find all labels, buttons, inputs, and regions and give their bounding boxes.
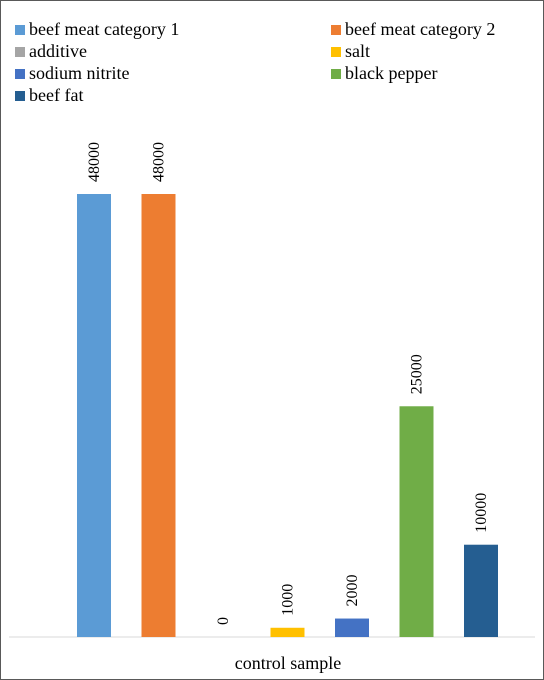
legend-item-additive: additive (15, 41, 87, 61)
legend-item-sodium-nitrite: sodium nitrite (15, 63, 130, 83)
legend-label-salt: salt (345, 41, 370, 61)
legend-item-beef-meat-category-2: beef meat category 2 (331, 19, 495, 39)
legend-item-salt: salt (331, 41, 370, 61)
bar-black-pepper (399, 406, 434, 637)
category-label: control sample (235, 653, 341, 673)
legend-label-beef-meat-category-2: beef meat category 2 (345, 19, 496, 39)
bar-beef-meat-category-1 (77, 194, 111, 637)
data-label-salt: 1000 (280, 584, 297, 616)
legend-label-beef-fat: beef fat (29, 85, 84, 105)
legend-label-beef-meat-category-1: beef meat category 1 (29, 19, 180, 39)
legend-label-additive: additive (29, 41, 87, 61)
legend-label-black-pepper: black pepper (345, 63, 438, 83)
bar-beef-fat (464, 544, 498, 637)
data-label-beef-meat-category-1: 48000 (86, 142, 103, 182)
legend-item-beef-fat: beef fat (15, 85, 83, 105)
data-label-black-pepper: 25000 (409, 354, 426, 394)
legend-swatch-black-pepper (331, 69, 341, 79)
legend-swatch-salt (331, 47, 341, 57)
bar-salt (270, 627, 305, 637)
data-label-sodium-nitrite: 2000 (344, 575, 361, 607)
bar-beef-meat-category-2 (141, 194, 176, 637)
legend-item-beef-meat-category-1: beef meat category 1 (15, 19, 179, 39)
data-label-additive: 0 (215, 617, 232, 625)
legend-swatch-beef-fat (15, 91, 25, 101)
bar-sodium-nitrite (335, 618, 369, 637)
data-label-beef-fat: 10000 (473, 493, 490, 533)
legend-label-sodium-nitrite: sodium nitrite (29, 63, 130, 83)
legend-swatch-sodium-nitrite (15, 69, 25, 79)
legend-swatch-additive (15, 47, 25, 57)
legend-swatch-beef-meat-category-2 (331, 25, 341, 35)
legend-swatch-beef-meat-category-1 (15, 25, 25, 35)
legend-item-black-pepper: black pepper (331, 63, 437, 83)
data-label-beef-meat-category-2: 48000 (151, 142, 168, 182)
